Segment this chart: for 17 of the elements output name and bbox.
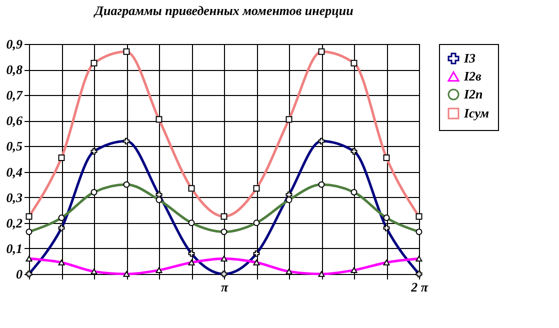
x-tick-label: 2 π [410,280,429,294]
y-tick-label: 0,5 [6,138,23,154]
x-tick-label: π [220,280,229,294]
y-tick-label: 0,8 [6,62,23,78]
y-tick-label: 0,4 [6,164,23,180]
legend-label: Iсум [463,106,490,120]
y-tick-label: 0,2 [6,215,23,230]
y-tick-label: 0,7 [6,88,23,103]
y-tick-label: 0,6 [6,113,23,128]
y-tick-label: 0,3 [6,190,23,205]
legend-label: I2в [463,68,482,84]
y-tick-label: 0,1 [6,240,22,256]
y-tick-label: 0,9 [6,36,23,52]
chart-title: Диаграммы приведенных моментов инерции [94,3,354,18]
y-tick-label: 0 [16,266,23,282]
legend-label: I3 [463,50,476,66]
legend-label: I2п [463,86,483,102]
